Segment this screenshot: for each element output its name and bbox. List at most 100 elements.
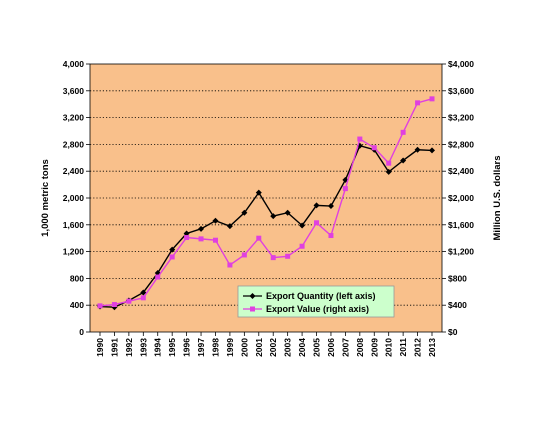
point-quantity	[429, 147, 435, 154]
y-tick-label-left: 1,200	[63, 247, 85, 257]
legend-label-value: Export Value (right axis)	[266, 304, 369, 314]
point-value	[198, 236, 204, 242]
x-tick-label: 1993	[138, 338, 148, 357]
x-tick-label: 2003	[283, 338, 293, 357]
y-tick-label-left: 2,400	[63, 166, 85, 176]
y-tick-label-left: 3,200	[63, 113, 85, 123]
x-tick-label: 2010	[384, 338, 394, 357]
point-quantity	[226, 223, 233, 230]
x-tick-label: 2000	[239, 338, 249, 357]
x-axis: 1990 1991 1992 1993 1994 1995 1996 1997 1998 1999…	[95, 332, 437, 357]
y-tick-label-right: $2,400	[448, 166, 474, 176]
point-value	[111, 302, 117, 308]
point-quantity	[327, 203, 334, 210]
gridlines	[90, 90, 442, 306]
point-value	[299, 243, 305, 249]
y-tick-label-right: $2,800	[448, 139, 474, 149]
x-tick-label: 2012	[413, 338, 423, 357]
x-tick-label: 2011	[398, 338, 408, 357]
legend-box	[237, 285, 395, 318]
x-tick-label: 2002	[268, 338, 278, 357]
point-value	[429, 96, 435, 102]
x-tick-label: 2008	[355, 338, 365, 357]
x-tick-label: 1995	[167, 338, 177, 357]
point-quantity	[299, 222, 306, 229]
y-tick-label-left: 0	[79, 327, 84, 337]
y-tick-label-left: 4,000	[63, 59, 85, 69]
point-quantity	[140, 289, 147, 296]
x-tick-label: 2001	[254, 338, 264, 357]
point-value	[212, 237, 218, 243]
x-tick-label: 1992	[124, 338, 134, 357]
point-value	[386, 160, 392, 166]
point-quantity	[183, 230, 190, 237]
point-quantity	[284, 209, 291, 216]
point-value	[342, 186, 348, 192]
x-tick-label: 2013	[427, 338, 437, 357]
x-tick-label: 1991	[109, 338, 119, 357]
y-tick-label-right: $3,200	[448, 113, 474, 123]
point-value	[97, 303, 103, 309]
point-value	[415, 100, 421, 106]
x-tick-label: 1994	[153, 338, 163, 357]
x-tick-label: 2007	[340, 338, 350, 357]
x-tick-label: 2009	[369, 338, 379, 357]
y-axis-left-label: 1,000 metric tons	[40, 159, 51, 237]
point-quantity	[255, 189, 262, 196]
point-quantity	[241, 209, 248, 216]
y-tick-label-right: $3,600	[448, 86, 474, 96]
x-tick-label: 1999	[225, 338, 235, 357]
y-tick-label-left: 2,800	[63, 139, 85, 149]
y-tick-label-left: 800	[70, 273, 84, 283]
point-quantity	[270, 213, 277, 220]
point-value	[169, 254, 175, 260]
x-tick-label: 1990	[95, 338, 105, 357]
point-value	[126, 298, 132, 304]
legend-marker-value	[250, 306, 255, 312]
y-tick-label-left: 3,600	[63, 86, 85, 96]
legend-label-quantity: Export Quantity (left axis)	[266, 291, 376, 301]
x-tick-label: 2005	[312, 338, 322, 357]
x-tick-label: 1998	[210, 338, 220, 357]
point-quantity	[385, 168, 392, 175]
point-value	[357, 136, 363, 142]
series-line-value	[99, 98, 433, 307]
point-quantity	[400, 157, 407, 164]
y-axis-left: 0 400 800 1,200 1,600 2,000 2,400 2,800 3,200 3,6…	[63, 59, 90, 337]
x-tick-label: 2004	[297, 338, 307, 357]
point-quantity	[198, 225, 205, 232]
y-tick-label-left: 2,000	[63, 193, 85, 203]
y-tick-label-right: $0	[448, 327, 458, 337]
point-value	[256, 235, 262, 241]
point-value	[140, 295, 146, 301]
point-value	[270, 255, 276, 261]
x-tick-label: 1997	[196, 338, 206, 357]
x-tick-label: 1996	[182, 338, 192, 357]
point-value	[241, 252, 247, 258]
y-tick-label-right: $400	[448, 300, 467, 310]
point-quantity	[414, 146, 421, 153]
series-group	[97, 96, 435, 311]
point-value	[227, 262, 233, 268]
y-axis-right: $0 $400 $800 $1,200 $1,600 $2,000 $2,400 $2,800…	[442, 59, 474, 337]
point-value	[285, 253, 291, 259]
legend: Export Quantity (left axis) Export Value…	[237, 285, 395, 318]
y-axis-right-label: Million U.S. dollars	[492, 156, 503, 241]
legend-marker-quantity	[249, 293, 256, 299]
point-value	[371, 145, 377, 151]
y-tick-label-right: $1,200	[448, 247, 474, 257]
point-quantity	[169, 246, 176, 253]
y-tick-label-right: $1,600	[448, 220, 474, 230]
point-value	[314, 220, 320, 226]
x-tick-label: 2006	[326, 338, 336, 357]
point-value	[328, 233, 334, 239]
point-quantity	[313, 202, 320, 209]
point-value	[184, 235, 190, 241]
y-tick-label-left: 1,600	[63, 220, 85, 230]
y-tick-label-right: $2,000	[448, 193, 474, 203]
point-value	[155, 274, 161, 280]
point-value	[400, 129, 406, 135]
y-tick-label-right: $800	[448, 273, 467, 283]
y-tick-label-right: $4,000	[448, 59, 474, 69]
